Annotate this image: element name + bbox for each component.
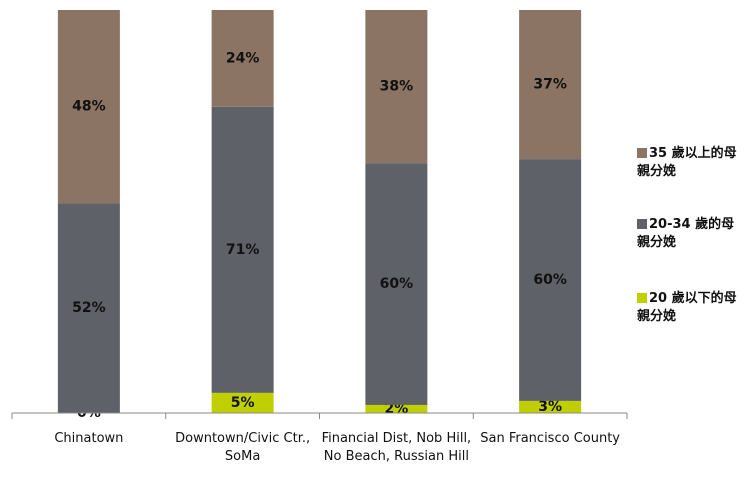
legend-item: 35 歲以上的母親分娩 <box>637 145 737 181</box>
data-label: 48% <box>72 99 106 115</box>
bar-segment <box>519 400 582 413</box>
legend-swatch <box>637 219 647 229</box>
data-label: 24% <box>226 50 260 66</box>
data-label: 52% <box>72 300 106 316</box>
data-label: 38% <box>380 79 414 95</box>
data-label: 71% <box>226 242 260 258</box>
legend-label: 20-34 歲的母親分娩 <box>637 217 735 250</box>
data-label: 3% <box>538 399 562 415</box>
legend-item: 20-34 歲的母親分娩 <box>637 216 737 252</box>
bar-segment <box>211 392 274 413</box>
x-tick-label: Downtown/Civic Ctr., SoMa <box>175 431 311 464</box>
legend-item: 20 歲以下的母親分娩 <box>637 290 737 326</box>
bar-segment <box>57 10 120 204</box>
x-tick-label: Chinatown <box>54 431 124 446</box>
legend-label: 35 歲以上的母親分娩 <box>637 146 737 179</box>
data-label: 37% <box>533 77 567 93</box>
bar-segment <box>57 203 120 413</box>
legend-label: 20 歲以下的母親分娩 <box>637 291 737 324</box>
bar-segment <box>519 159 582 401</box>
legend-swatch <box>637 293 647 303</box>
x-tick-label: San Francisco County <box>480 431 620 446</box>
data-label: 60% <box>533 272 567 288</box>
data-label: 5% <box>231 395 255 411</box>
bar-segment <box>365 10 428 164</box>
data-label: 60% <box>380 276 414 292</box>
bar-segment <box>519 10 582 160</box>
bar-segment <box>365 163 428 405</box>
bar-segment <box>211 10 274 107</box>
x-tick-label: Financial Dist, Nob Hill, No Beach, Russ… <box>321 431 472 464</box>
bar-segment <box>211 106 274 393</box>
legend-swatch <box>637 148 647 158</box>
bar-segment <box>365 404 428 413</box>
